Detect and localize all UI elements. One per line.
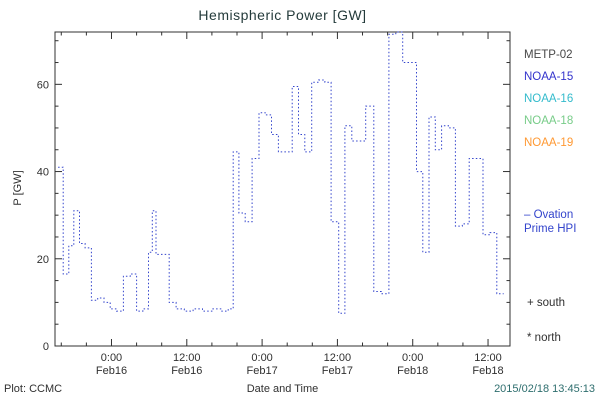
legend: METP-02 NOAA-15 NOAA-16 NOAA-18 NOAA-19 [524, 44, 573, 154]
svg-text:12:00: 12:00 [173, 352, 201, 364]
chart-title: Hemispheric Power [GW] [198, 7, 367, 23]
svg-text:0:00: 0:00 [251, 352, 272, 364]
svg-text:Feb17: Feb17 [247, 365, 278, 377]
ovation-line1: – Ovation [524, 209, 574, 221]
svg-text:20: 20 [37, 254, 49, 266]
svg-text:Feb17: Feb17 [322, 365, 353, 377]
legend-item-noaa15: NOAA-15 [524, 71, 574, 83]
timestamp: 2015/02/18 13:45:13 [494, 383, 595, 395]
svg-text:Feb18: Feb18 [472, 365, 503, 377]
svg-text:Feb16: Feb16 [171, 365, 202, 377]
svg-text:Feb18: Feb18 [397, 365, 428, 377]
svg-text:12:00: 12:00 [324, 352, 352, 364]
legend-item-noaa19: NOAA-19 [524, 137, 574, 149]
legend-ovation-prime-hpi: – Ovation Prime HPI [524, 208, 576, 236]
plot-source-label: Plot: CCMC [4, 383, 63, 395]
ovation-line2: Prime HPI [524, 223, 577, 235]
svg-text:60: 60 [37, 79, 49, 91]
legend-item-metp02: METP-02 [524, 49, 573, 61]
svg-text:0:00: 0:00 [101, 352, 122, 364]
legend-item-noaa18: NOAA-18 [524, 115, 574, 127]
svg-text:0: 0 [43, 341, 49, 353]
legend-north-marker: * north [527, 332, 561, 344]
legend-item-noaa16: NOAA-16 [524, 93, 574, 105]
svg-text:12:00: 12:00 [474, 352, 502, 364]
svg-text:40: 40 [37, 167, 49, 179]
x-axis-title: Date and Time [246, 383, 319, 395]
legend-south-marker: + south [527, 297, 566, 309]
svg-text:Feb16: Feb16 [96, 365, 127, 377]
svg-text:0:00: 0:00 [402, 352, 423, 364]
